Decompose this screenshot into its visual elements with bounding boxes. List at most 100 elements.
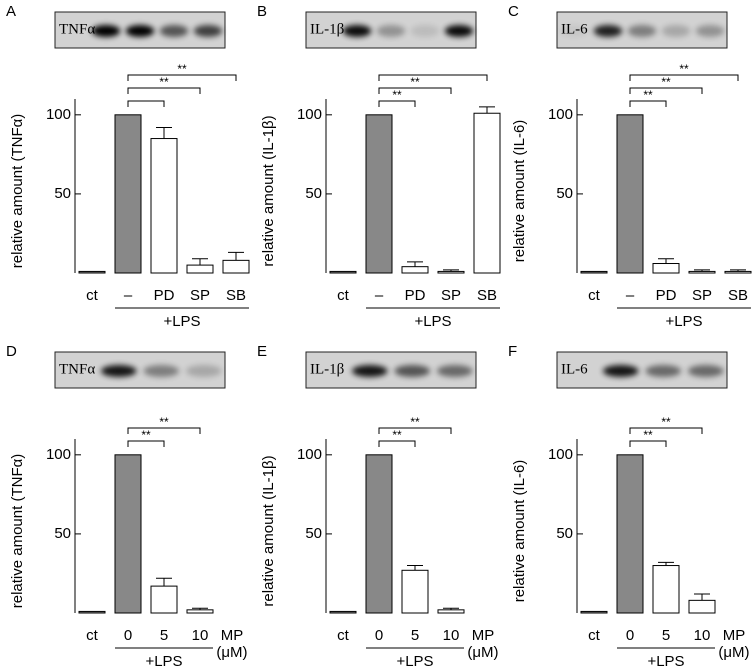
panel: C IL-6 50 100 relative amount (IL-6) ct – PD SP S… [508, 3, 752, 330]
bar [114, 114, 142, 274]
significance-label: ** [177, 62, 187, 76]
x-tick-label: 10 [192, 627, 209, 644]
error-bar [730, 269, 746, 272]
x-tick-label: 5 [411, 627, 419, 644]
blot-band [351, 365, 388, 377]
blot-band [193, 25, 223, 37]
x-tick-label: SP [190, 287, 210, 304]
x-tick-label: 10 [694, 627, 711, 644]
x-tick-label: 0 [626, 627, 634, 644]
y-tick-label: 50 [54, 185, 71, 202]
significance-bracket [127, 87, 201, 94]
bar [78, 610, 106, 614]
blot-band [125, 25, 155, 37]
y-tick-label: 100 [297, 106, 322, 123]
significance-bracket [127, 440, 165, 447]
blot-band [410, 25, 440, 37]
bar [580, 270, 608, 274]
blot-band [91, 25, 121, 37]
y-tick-label: 100 [548, 106, 573, 123]
group-label: +LPS [145, 653, 182, 667]
significance-label: ** [661, 75, 671, 89]
panel: F IL-6 50 100 relative amount (IL-6) ct 0 5 10 +L… [508, 343, 750, 667]
x-tick-label: SB [477, 287, 497, 304]
bar [437, 609, 465, 614]
x-tick-label: SB [728, 287, 748, 304]
blot-label: IL-6 [561, 21, 588, 37]
blot-band [100, 365, 137, 377]
error-bar [407, 565, 423, 571]
blot-band [185, 365, 222, 377]
significance-bracket [127, 100, 165, 107]
x-tick-label: 0 [375, 627, 383, 644]
error-bar [192, 258, 208, 266]
bar [78, 270, 106, 274]
blot-band [695, 25, 725, 37]
significance-bracket [629, 440, 667, 447]
bar [688, 270, 716, 274]
x-tick-label: ct [588, 287, 601, 304]
significance-bracket [378, 427, 452, 434]
x-tick-label: ct [86, 627, 99, 644]
group-label: +LPS [665, 313, 702, 330]
significance-label: ** [392, 428, 402, 442]
x-unit-label: (μM) [467, 644, 498, 661]
blot-band [593, 25, 623, 37]
error-bar [694, 269, 710, 272]
y-tick-label: 100 [548, 446, 573, 463]
panel: D TNFα 50 100 relative amount (TNFα) ct 0 5 10 +L… [6, 343, 248, 667]
x-tick-label: ct [337, 287, 350, 304]
bar [688, 599, 716, 614]
significance-label: ** [410, 75, 420, 89]
significance-bracket [378, 74, 488, 81]
blot-band [394, 365, 431, 377]
blot-band [444, 25, 474, 37]
blot-band [645, 365, 682, 377]
x-unit-label: (μM) [216, 644, 247, 661]
y-axis-label: relative amount (IL-1β) [260, 455, 277, 606]
group-label: +LPS [396, 653, 433, 667]
x-tick-label: SB [226, 287, 246, 304]
significance-bracket [629, 427, 703, 434]
bar [329, 270, 357, 274]
x-tick-label: 5 [160, 627, 168, 644]
y-axis-label: relative amount (IL-1β) [260, 115, 277, 266]
x-tick-label: PD [656, 287, 677, 304]
bar [365, 454, 393, 614]
y-axis-label: relative amount (IL-6) [511, 120, 528, 263]
significance-label: ** [410, 415, 420, 429]
panel: B IL-1β 50 100 relative amount (IL-1β) ct – PD S… [257, 3, 501, 330]
error-bar [156, 577, 172, 587]
bar [616, 114, 644, 274]
significance-bracket [378, 100, 416, 107]
bar [150, 138, 178, 274]
x-tick-label: ct [588, 627, 601, 644]
error-bar [156, 126, 172, 139]
bar [473, 112, 501, 274]
bar [222, 259, 250, 274]
blot-band [627, 25, 657, 37]
significance-label: ** [141, 428, 151, 442]
x-tick-label: – [626, 287, 635, 304]
significance-bracket [378, 440, 416, 447]
panel-label: C [508, 3, 519, 20]
bar [401, 569, 429, 614]
x-tick-label: ct [86, 287, 99, 304]
significance-label: ** [679, 62, 689, 76]
x-tick-label: SP [441, 287, 461, 304]
significance-label: ** [643, 428, 653, 442]
y-tick-label: 50 [556, 525, 573, 542]
x-tick-label: 5 [662, 627, 670, 644]
bar [437, 270, 465, 274]
x-unit-label: MP [723, 627, 746, 644]
blot-band [436, 365, 473, 377]
blot-band [602, 365, 639, 377]
panel-label: D [6, 343, 17, 360]
panel-label: B [257, 3, 267, 20]
blot-band [661, 25, 691, 37]
error-bar [443, 269, 459, 272]
y-tick-label: 100 [46, 106, 71, 123]
bar [329, 610, 357, 614]
y-axis-label: relative amount (TNFα) [9, 454, 26, 609]
